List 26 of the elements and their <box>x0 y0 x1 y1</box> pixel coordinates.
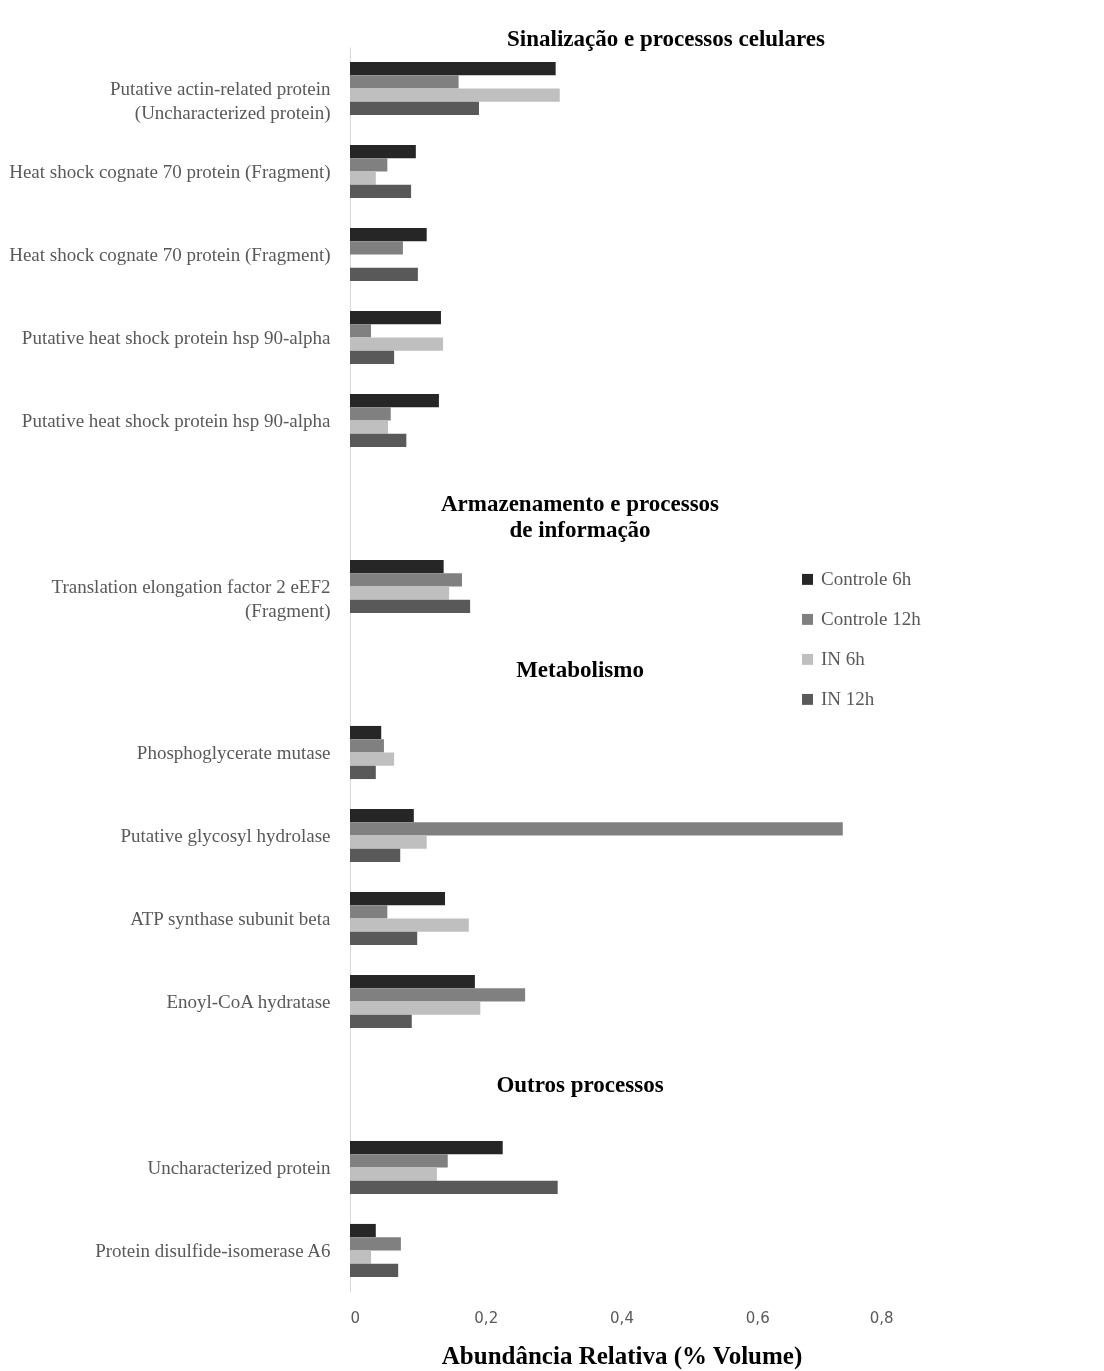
legend-label: IN 12h <box>821 688 875 710</box>
x-tick-label: 0,6 <box>745 1308 770 1327</box>
annotation: Metabolismo <box>516 656 644 682</box>
y-tick-label: Translation elongation factor 2 eEF2 (Fragment) <box>51 575 331 622</box>
legend-label: Controle 6h <box>821 568 912 590</box>
x-tick-label: 0,4 <box>610 1308 634 1327</box>
y-tick-label: Putative glycosyl hydrolase <box>120 824 331 846</box>
x-tick-label: 0,2 <box>474 1308 499 1327</box>
y-tick-label: Heat shock cognate 70 protein (Fragment) <box>9 243 331 266</box>
legend-label: Controle 12h <box>821 608 922 630</box>
annotation: Sinalização e processos celulares <box>507 26 825 51</box>
y-tick-label: ATP synthase subunit beta <box>130 907 332 929</box>
annotation: Armazenamento e processos de informação <box>440 490 720 542</box>
legend-label: IN 6h <box>821 648 866 670</box>
x-axis-title: Abundância Relativa (% Volume) <box>441 1341 803 1370</box>
annotation: Outros processos <box>496 1071 664 1097</box>
y-tick-label: Putative actin-related protein (Uncharacterized protein) <box>109 77 331 124</box>
y-tick-label: Putative heat shock protein hsp 90-alpha <box>21 326 332 348</box>
x-tick-label: 0,8 <box>869 1308 894 1327</box>
y-tick-label: Heat shock cognate 70 protein (Fragment) <box>9 160 331 183</box>
x-tick-label: 0 <box>350 1308 361 1327</box>
y-tick-label: Putative heat shock protein hsp 90-alpha <box>21 409 332 431</box>
y-tick-label: Phosphoglycerate mutase <box>136 741 331 763</box>
y-tick-label: Protein disulfide-isomerase A6 <box>95 1239 331 1261</box>
y-tick-label: Enoyl-CoA hydratase <box>166 990 331 1012</box>
y-tick-label: Uncharacterized protein <box>147 1156 331 1178</box>
